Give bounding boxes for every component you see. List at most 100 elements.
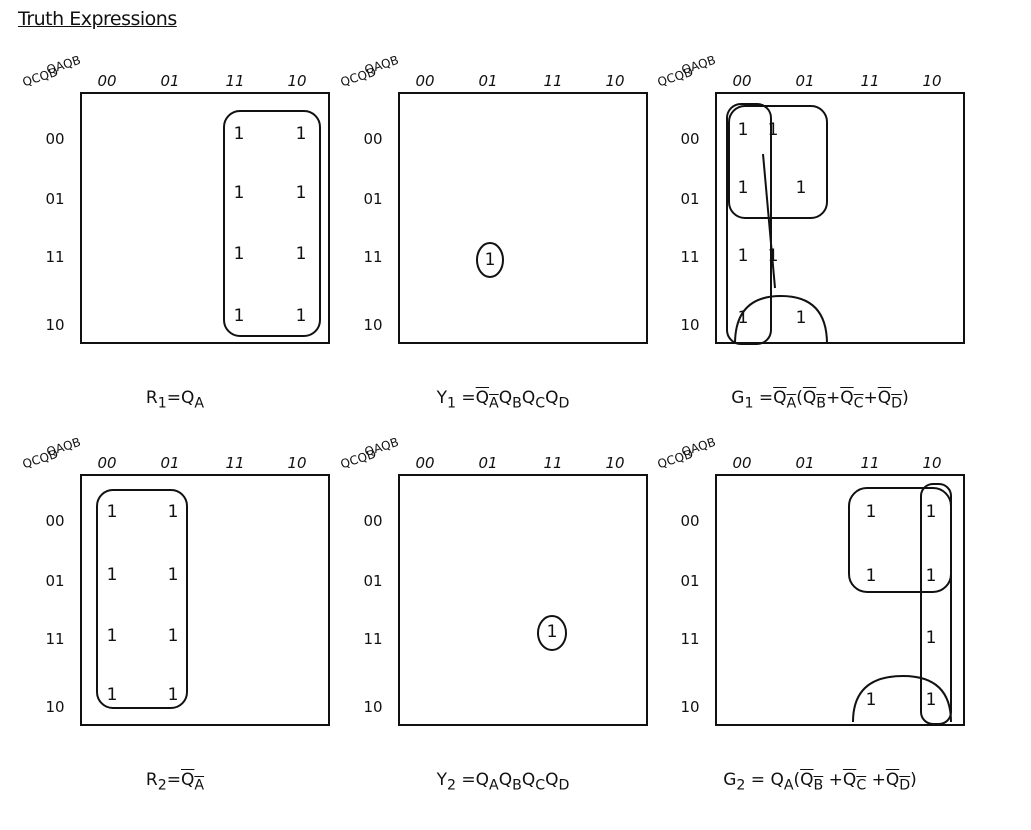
col-label: 01 [160, 454, 180, 472]
col-label: 01 [795, 454, 815, 472]
cell-one: 1 [737, 178, 749, 198]
col-label: 00 [732, 454, 752, 472]
cell-one: 1 [233, 124, 245, 144]
cell-one: 1 [233, 244, 245, 264]
col-label: 11 [860, 454, 880, 472]
cell-one: 1 [167, 626, 179, 646]
col-label: 11 [225, 454, 245, 472]
cell-one: 1 [167, 685, 179, 705]
cell-one: 1 [865, 566, 877, 586]
row-label: 11 [363, 630, 383, 648]
row-label: 11 [45, 248, 65, 266]
row-label: 10 [45, 698, 65, 716]
col-label: 11 [225, 72, 245, 90]
cell-one: 1 [795, 178, 807, 198]
kmap-grid [715, 92, 965, 344]
row-label: 01 [363, 572, 383, 590]
row-label: 11 [45, 630, 65, 648]
row-label: 01 [45, 190, 65, 208]
kmap-grid [398, 474, 648, 726]
row-label: 11 [363, 248, 383, 266]
grouping-loops [848, 483, 952, 725]
col-label: 01 [795, 72, 815, 90]
cell-one: 1 [795, 308, 807, 328]
cell-one: 1 [233, 183, 245, 203]
col-label: 00 [97, 72, 117, 90]
grouping-loops [476, 242, 504, 278]
col-label: 10 [287, 454, 307, 472]
cell-one: 1 [737, 120, 749, 140]
col-label: 10 [287, 72, 307, 90]
row-label: 01 [680, 572, 700, 590]
expression-r2: R2=QA [145, 770, 205, 794]
cell-one: 1 [737, 246, 749, 266]
col-label: 11 [543, 72, 563, 90]
col-label: 10 [922, 454, 942, 472]
cell-one: 1 [295, 244, 307, 264]
kmap-r1: QAQB QCQD 00 01 11 10 00 01 11 10 1 1 1 … [20, 53, 340, 428]
row-label: 00 [680, 512, 700, 530]
page-title: Truth Expressions [18, 8, 177, 30]
kmap-y2: QAQB QCQD 00 01 11 10 00 01 11 10 1 Y2 =… [338, 435, 658, 810]
expression-y2: Y2 =QAQBQCQD [436, 770, 570, 794]
cell-one: 1 [106, 626, 118, 646]
kmap-grid [80, 474, 330, 726]
kmap-g1: QAQB QCQD 00 01 11 10 00 01 11 10 1 1 1 … [655, 53, 975, 428]
grouping-loops [726, 103, 828, 345]
kmap-y1: QAQB QCQD 00 01 11 10 00 01 11 10 1 Y1 =… [338, 53, 658, 428]
kmap-r2: QAQB QCQD 00 01 11 10 00 01 11 10 1 1 1 … [20, 435, 340, 810]
cell-one: 1 [737, 308, 749, 328]
row-label: 00 [363, 512, 383, 530]
col-label: 11 [543, 454, 563, 472]
expression-g1: G1 =QA(QB+QC+QD) [731, 388, 909, 412]
row-label: 10 [680, 698, 700, 716]
col-label: 01 [160, 72, 180, 90]
expression-g2: G2 = QA(QB +QC +QD) [723, 770, 917, 794]
col-label: 00 [732, 72, 752, 90]
row-label: 00 [45, 512, 65, 530]
cell-one: 1 [546, 622, 558, 642]
row-label: 01 [680, 190, 700, 208]
col-label: 10 [605, 72, 625, 90]
col-label: 00 [415, 454, 435, 472]
col-label: 00 [97, 454, 117, 472]
col-label: 00 [415, 72, 435, 90]
cell-one: 1 [925, 690, 937, 710]
row-label: 00 [363, 130, 383, 148]
row-label: 01 [363, 190, 383, 208]
cell-one: 1 [865, 690, 877, 710]
cell-one: 1 [295, 306, 307, 326]
cell-one: 1 [925, 502, 937, 522]
cell-one: 1 [106, 685, 118, 705]
kmap-grid [715, 474, 965, 726]
col-label: 10 [922, 72, 942, 90]
row-label: 11 [680, 248, 700, 266]
cell-one: 1 [233, 306, 245, 326]
col-label: 01 [478, 72, 498, 90]
grouping-loops [96, 489, 188, 709]
cell-one: 1 [865, 502, 877, 522]
grouping-loops [537, 615, 567, 651]
grouping-loops [223, 110, 321, 337]
kmap-grid [80, 92, 330, 344]
cell-one: 1 [167, 502, 179, 522]
row-label: 00 [45, 130, 65, 148]
expression-y1: Y1 =QAQBQCQD [436, 388, 570, 412]
row-label: 10 [680, 316, 700, 334]
row-label: 10 [363, 316, 383, 334]
row-label: 11 [680, 630, 700, 648]
cell-one: 1 [484, 250, 496, 270]
row-label: 01 [45, 572, 65, 590]
row-label: 00 [680, 130, 700, 148]
expression-r1: R1=QA [145, 388, 205, 412]
kmap-g2: QAQB QCQD 00 01 11 10 00 01 11 10 1 1 1 … [655, 435, 975, 810]
cell-one: 1 [925, 628, 937, 648]
cell-one: 1 [295, 124, 307, 144]
cell-one: 1 [767, 120, 779, 140]
row-label: 10 [45, 316, 65, 334]
cell-one: 1 [106, 502, 118, 522]
col-label: 10 [605, 454, 625, 472]
cell-one: 1 [295, 183, 307, 203]
col-label: 01 [478, 454, 498, 472]
col-label: 11 [860, 72, 880, 90]
